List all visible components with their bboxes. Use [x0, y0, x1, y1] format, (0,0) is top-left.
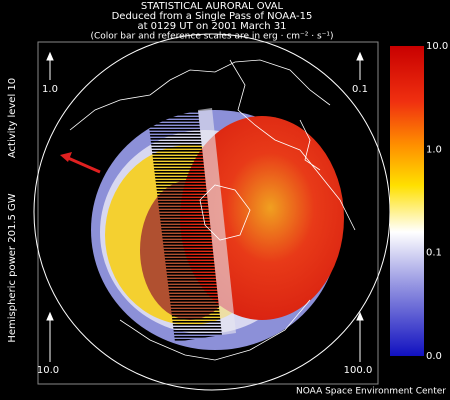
auroral-oval: [91, 108, 344, 350]
title-line: Deduced from a Single Pass of NOAA-15: [112, 11, 313, 22]
coastline: [299, 119, 321, 171]
map-frame: [37, 41, 379, 385]
color-bar-label: 0.0: [426, 351, 442, 362]
ref-arrowhead: [356, 51, 364, 61]
ref-arrowhead: [46, 51, 54, 61]
color-bar-labels: 10.0 1.0 0.1 0.0: [426, 41, 448, 362]
color-bar: [390, 46, 424, 356]
color-bar-label: 1.0: [426, 144, 442, 155]
ref-scale-label: 1.0: [42, 84, 58, 95]
title-line: STATISTICAL AURORAL OVAL: [141, 1, 284, 12]
header: STATISTICAL AURORAL OVAL Deduced from a …: [90, 1, 333, 42]
coastline: [119, 299, 311, 361]
coastline: [199, 184, 251, 241]
activity-label: Activity level 10: [7, 78, 18, 158]
coastline: [69, 59, 331, 131]
reference-arrows: [46, 51, 364, 362]
color-bar-label: 0.1: [426, 248, 442, 259]
ref-arrowhead: [46, 311, 54, 321]
color-bar-label: 10.0: [426, 41, 448, 52]
coastline: [229, 59, 356, 231]
power-label: Hemispheric power 201.5 GW: [7, 193, 18, 342]
title-line: (Color bar and reference scales are in e…: [90, 32, 333, 42]
title-line: at 0129 UT on 2001 March 31: [137, 21, 286, 32]
satellite-pass-edge: [198, 108, 236, 335]
footer: NOAA Space Environment Center: [296, 387, 446, 397]
ref-scale-label: 100.0: [344, 365, 373, 376]
red-arrowhead: [60, 152, 72, 162]
ref-scale-label: 0.1: [352, 84, 368, 95]
coastlines: [69, 59, 356, 361]
red-arrow: [67, 156, 101, 174]
satellite-pass: [148, 110, 222, 342]
ref-arrowhead: [356, 311, 364, 321]
ref-scale-label: 10.0: [37, 365, 59, 376]
